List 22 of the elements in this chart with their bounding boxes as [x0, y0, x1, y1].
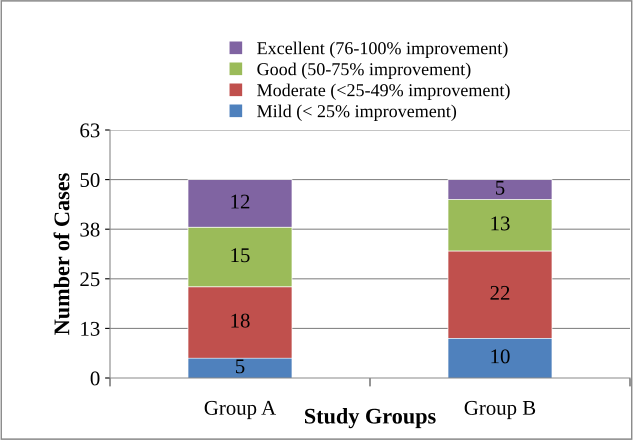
data-label: 13 [491, 216, 510, 230]
legend-label: Excellent (76-100% improvement) [257, 42, 508, 58]
data-label: 5 [236, 359, 244, 374]
y-tick-label: 0 [90, 371, 100, 386]
y-tick-label: 38 [80, 222, 100, 237]
data-label: 15 [231, 248, 250, 262]
y-tick-label: 63 [80, 123, 100, 138]
legend-label: Good (50-75% improvement) [257, 62, 470, 79]
y-tick-label: 50 [80, 172, 100, 188]
y-tick-label: 13 [81, 322, 100, 336]
data-label: 22 [490, 286, 510, 300]
y-axis-title: Number of Cases [54, 173, 70, 335]
data-label: 18 [231, 314, 250, 328]
data-label: 5 [496, 180, 504, 195]
legend-label: Moderate (<25-49% improvement) [257, 84, 510, 100]
data-label: 12 [231, 194, 250, 208]
y-tick-label: 25 [80, 272, 100, 286]
x-tick-label: Group B [464, 400, 536, 420]
x-tick-label: Group A [204, 400, 276, 420]
x-axis-title: Study Groups [304, 408, 436, 428]
legend-label: Mild (< 25% improvement) [257, 104, 456, 121]
data-label: 10 [491, 349, 510, 364]
